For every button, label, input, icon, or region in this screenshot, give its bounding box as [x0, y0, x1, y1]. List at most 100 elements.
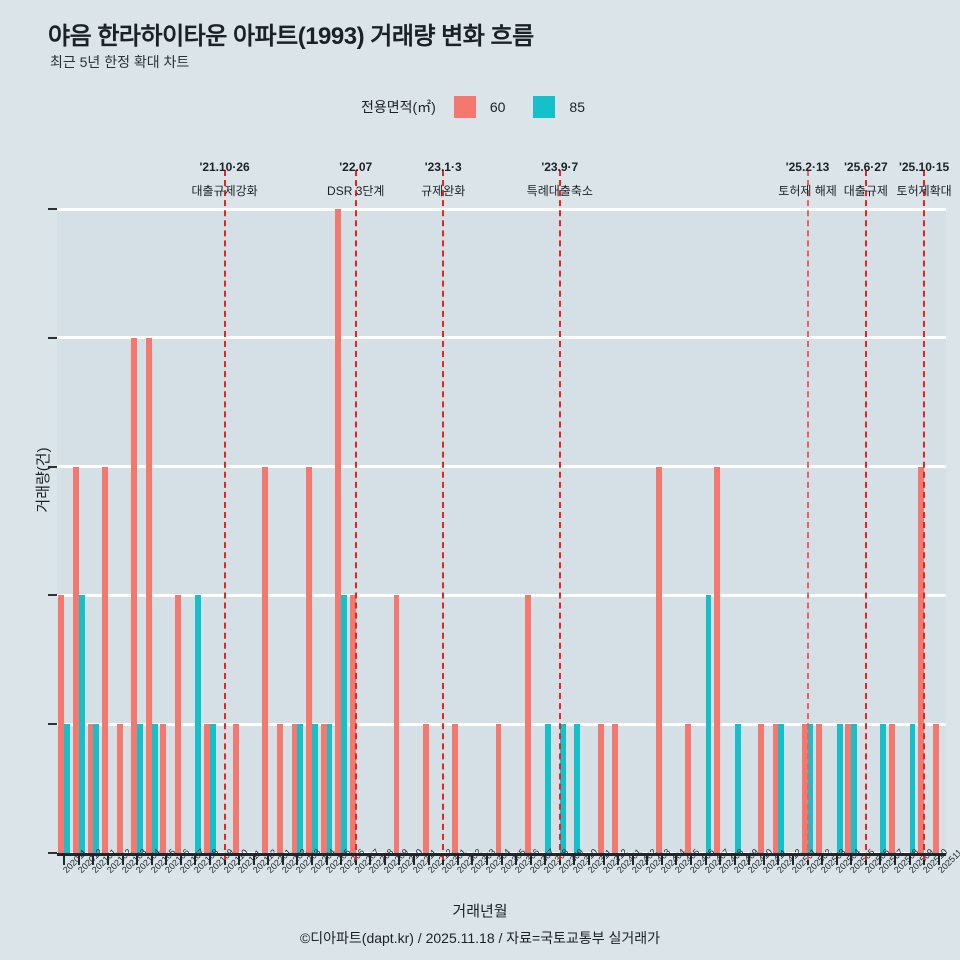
- bar-85-202309[interactable]: [559, 724, 566, 853]
- bar-60-202302[interactable]: [451, 724, 458, 853]
- footer-credit: ©디아파트(dapt.kr) / 2025.11.18 / 자료=국토교통부 실…: [299, 930, 661, 946]
- y-tick-mark: [48, 208, 57, 210]
- x-tick-mark: [281, 856, 284, 865]
- x-tick-mark: [821, 856, 824, 865]
- bar-60-202202[interactable]: [277, 724, 283, 853]
- event-line-202506: [864, 170, 867, 860]
- x-tick-mark: [209, 856, 212, 865]
- legend-label-60: 60: [489, 99, 506, 115]
- x-tick-mark: [500, 856, 503, 865]
- bar-85-202509[interactable]: [909, 724, 916, 853]
- bar-60-202012[interactable]: [73, 466, 79, 853]
- bar-60-202204[interactable]: [306, 466, 313, 853]
- bar-60-202205[interactable]: [320, 724, 327, 853]
- x-tick-mark: [515, 856, 518, 865]
- x-tick-mark: [413, 856, 416, 865]
- bar-60-202502[interactable]: [801, 724, 808, 853]
- bar-85-202203[interactable]: [297, 724, 304, 853]
- event-date-202502: '25.2·13: [785, 160, 830, 174]
- bar-60-202103[interactable]: [116, 724, 123, 853]
- event-name-202510: 토허제확대: [896, 184, 952, 198]
- bar-60-202210[interactable]: [393, 595, 400, 853]
- bar-60-202206[interactable]: [335, 209, 342, 853]
- bar-60-202102[interactable]: [102, 466, 108, 853]
- x-tick-mark: [311, 856, 314, 865]
- bar-60-202508[interactable]: [889, 724, 895, 853]
- x-tick-mark: [893, 856, 896, 865]
- y-tick-mark: [48, 594, 57, 597]
- bar-85-202105[interactable]: [151, 724, 158, 853]
- event-date-202506: '25.6·27: [844, 160, 888, 174]
- event-line-202301: [442, 170, 445, 860]
- bar-85-202507[interactable]: [880, 724, 887, 853]
- grid-line: [57, 593, 946, 597]
- bar-85-202504[interactable]: [836, 724, 843, 853]
- x-tick-mark: [617, 856, 620, 865]
- event-date-202510: '25.10·15: [899, 160, 950, 174]
- x-tick-mark: [471, 856, 474, 865]
- x-axis-line: [57, 853, 946, 856]
- bar-60-202312[interactable]: [597, 724, 604, 853]
- bar-60-202511[interactable]: [932, 724, 939, 853]
- bar-60-202011[interactable]: [58, 595, 65, 853]
- bar-85-202308[interactable]: [545, 724, 552, 853]
- bar-60-202305[interactable]: [495, 724, 502, 853]
- bar-60-202503[interactable]: [816, 724, 823, 853]
- bar-60-202107[interactable]: [175, 595, 181, 853]
- bar-85-202109[interactable]: [210, 724, 216, 853]
- x-tick-mark: [704, 856, 707, 865]
- page-subtitle: 최근 5년 한정 확대 차트: [50, 54, 190, 70]
- event-date-202207: '22.07: [339, 160, 373, 174]
- bar-60-202106[interactable]: [160, 724, 167, 853]
- bar-85-202104[interactable]: [137, 724, 143, 853]
- bar-85-202505[interactable]: [851, 724, 858, 853]
- bar-60-202207[interactable]: [349, 595, 356, 853]
- x-tick-mark: [689, 856, 692, 865]
- bar-85-202012[interactable]: [78, 595, 85, 853]
- y-tick-mark: [48, 723, 57, 726]
- bar-85-202502[interactable]: [807, 724, 814, 853]
- bar-60-202510[interactable]: [918, 466, 925, 853]
- bar-60-202212[interactable]: [422, 724, 429, 853]
- bar-60-202307[interactable]: [524, 595, 531, 853]
- bar-60-202401[interactable]: [612, 724, 619, 853]
- bar-60-202111[interactable]: [233, 724, 240, 853]
- bar-60-202101[interactable]: [87, 724, 94, 853]
- bar-85-202205[interactable]: [326, 724, 333, 853]
- x-tick-mark: [427, 856, 430, 865]
- bar-85-202310[interactable]: [574, 724, 581, 853]
- bar-60-202408[interactable]: [714, 466, 721, 853]
- x-tick-mark: [296, 856, 299, 865]
- bar-85-202204[interactable]: [312, 724, 318, 853]
- x-tick-mark: [369, 856, 372, 865]
- bar-60-202406[interactable]: [685, 724, 691, 853]
- x-tick-mark: [383, 856, 386, 865]
- x-tick-mark: [121, 856, 124, 865]
- page-title: 야음 한라하이타운 아파트(1993) 거래량 변화 흐름: [48, 23, 534, 50]
- x-tick-mark: [325, 856, 328, 865]
- bar-60-202404[interactable]: [655, 466, 662, 853]
- bar-60-202203[interactable]: [291, 724, 298, 853]
- y-tick-mark: [48, 465, 57, 468]
- bar-85-202206[interactable]: [341, 595, 348, 853]
- bar-60-202505[interactable]: [845, 724, 852, 853]
- bar-60-202109[interactable]: [204, 724, 211, 853]
- bar-85-202101[interactable]: [93, 724, 100, 853]
- bar-85-202409[interactable]: [734, 724, 741, 853]
- x-tick-mark: [179, 856, 182, 865]
- x-tick-mark: [587, 856, 590, 865]
- bar-60-202411[interactable]: [758, 724, 764, 853]
- bar-60-202105[interactable]: [145, 337, 152, 853]
- bar-85-202407[interactable]: [705, 595, 712, 853]
- x-tick-mark: [485, 856, 488, 865]
- bar-60-202412[interactable]: [772, 724, 779, 853]
- bar-85-202011[interactable]: [64, 724, 71, 853]
- bar-60-202201[interactable]: [262, 466, 269, 853]
- x-tick-mark: [675, 856, 678, 865]
- x-tick-mark: [340, 856, 343, 865]
- x-tick-mark: [908, 856, 911, 865]
- bar-60-202104[interactable]: [131, 337, 138, 853]
- x-tick-mark: [777, 856, 780, 865]
- bar-85-202108[interactable]: [195, 595, 202, 853]
- bar-85-202412[interactable]: [778, 724, 785, 853]
